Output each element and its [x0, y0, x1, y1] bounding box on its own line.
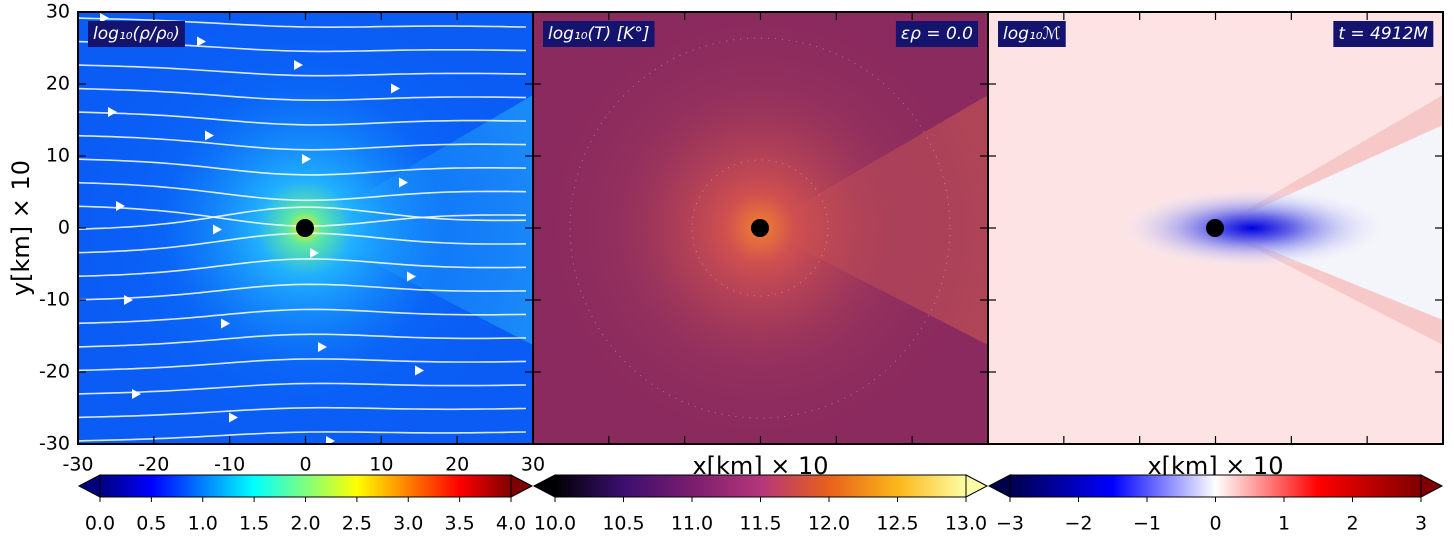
y-tick-label: 30 — [46, 1, 70, 23]
colorbar-extend — [965, 474, 989, 498]
y-tick-label: -20 — [39, 361, 70, 383]
colorbar-tick-label: 2.0 — [290, 513, 320, 535]
stream-arrow — [116, 201, 125, 211]
black-hole — [1206, 219, 1224, 237]
streamline — [78, 17, 527, 29]
streamline — [78, 358, 527, 372]
y-tick-label: 10 — [46, 145, 70, 167]
colorbar-tick-label: 10.5 — [602, 513, 644, 535]
streamline — [78, 87, 527, 101]
colorbar-tick-label: 1.0 — [188, 513, 218, 535]
stream-arrow — [100, 13, 109, 23]
colorbar-tick-label: 13.0 — [945, 513, 987, 535]
colorbar-tick-label: −1 — [1133, 513, 1161, 535]
y-tick-label: 20 — [46, 73, 70, 95]
panel-annotation: t = 4912M — [1338, 24, 1428, 44]
colorbar-tick-label: −3 — [996, 513, 1024, 535]
colorbar-extend — [510, 474, 534, 498]
label-box — [895, 21, 978, 47]
streamline — [78, 111, 527, 126]
y-axis-label: y[km] × 10 — [7, 160, 35, 296]
panel-title: log₁₀(T) [K°] — [548, 24, 650, 44]
colorbar-extend — [77, 474, 101, 498]
colorbar-extend — [987, 474, 1011, 498]
y-tick-label: 0 — [58, 217, 70, 239]
colorbar-tick-label: 4.0 — [496, 513, 526, 535]
x-tick-label: 0 — [299, 454, 311, 476]
stream-arrow — [318, 342, 327, 352]
colorbar-extend — [1420, 474, 1444, 498]
colorbar-tick-label: 3 — [1415, 513, 1427, 535]
label-box — [1333, 21, 1434, 47]
colorbar-tick-label: −2 — [1064, 513, 1092, 535]
stream-arrow — [205, 130, 214, 141]
colorbar-tick-label: 2.5 — [342, 513, 372, 535]
colorbar-tick-label: 3.0 — [393, 513, 423, 535]
label-box — [998, 21, 1066, 47]
stream-arrow — [326, 436, 335, 444]
x-tick-label: 30 — [521, 454, 545, 476]
stream-arrow — [310, 248, 319, 258]
colorbar-tick-label: 12.5 — [876, 513, 918, 535]
colorbar-tick-label: 12.0 — [808, 513, 850, 535]
colorbar-tick-label: 1.5 — [239, 513, 269, 535]
streamline — [78, 283, 527, 301]
stream-arrow — [229, 412, 238, 423]
stream-arrow — [407, 271, 416, 282]
label-box — [543, 21, 655, 47]
colorbar — [1009, 474, 1422, 498]
stream-arrow — [108, 107, 117, 117]
x-tick-label: -30 — [62, 454, 93, 476]
streamline — [78, 134, 527, 151]
streamlines — [78, 13, 527, 444]
panel-annotation: ερ = 0.0 — [901, 24, 973, 44]
streamline — [78, 406, 527, 419]
black-hole — [751, 219, 769, 237]
stream-arrow — [213, 224, 222, 235]
colorbar-tick-label: 2 — [1346, 513, 1358, 535]
x-tick-label: -20 — [138, 454, 169, 476]
stream-arrow — [391, 83, 400, 94]
x-tick-label: 10 — [369, 454, 393, 476]
streamline — [78, 158, 527, 176]
streamline — [78, 258, 527, 278]
colorbar-tick-label: 0.0 — [85, 513, 115, 535]
x-tick-label: 20 — [445, 454, 469, 476]
x-tick-label: -10 — [214, 454, 245, 476]
colorbar-tick-label: 3.5 — [445, 513, 475, 535]
stream-arrow — [124, 295, 133, 305]
colorbar — [99, 474, 512, 498]
stream-arrow — [197, 36, 206, 47]
stream-arrow — [302, 154, 311, 164]
colorbar-tick-label: 11.5 — [739, 513, 781, 535]
colorbar-extend — [532, 474, 556, 498]
stream-arrow — [221, 318, 230, 329]
colorbar-tick-label: 1 — [1278, 513, 1290, 535]
streamline — [78, 382, 527, 395]
colorbar — [554, 474, 967, 498]
stream-arrow — [132, 389, 141, 399]
colorbar-tick-label: 0.5 — [136, 513, 166, 535]
panel-title: log₁₀(ρ/ρ₀) — [93, 24, 180, 44]
streamline — [78, 181, 527, 202]
streamline — [78, 308, 527, 325]
streamline — [78, 333, 527, 348]
y-tick-label: -10 — [39, 289, 70, 311]
black-hole — [296, 219, 314, 237]
panel-title: log₁₀ℳ — [1003, 24, 1061, 44]
colorbar-tick-label: 0 — [1209, 513, 1221, 535]
y-tick-label: -30 — [39, 433, 70, 455]
streamline — [78, 64, 527, 77]
stream-arrow — [294, 60, 303, 70]
stream-arrow — [415, 365, 424, 376]
stream-arrow — [399, 177, 408, 188]
label-box — [88, 21, 185, 47]
colorbar-tick-label: 11.0 — [671, 513, 713, 535]
streamline — [78, 431, 527, 442]
colorbar-tick-label: 10.0 — [534, 513, 576, 535]
streamline — [78, 206, 526, 230]
